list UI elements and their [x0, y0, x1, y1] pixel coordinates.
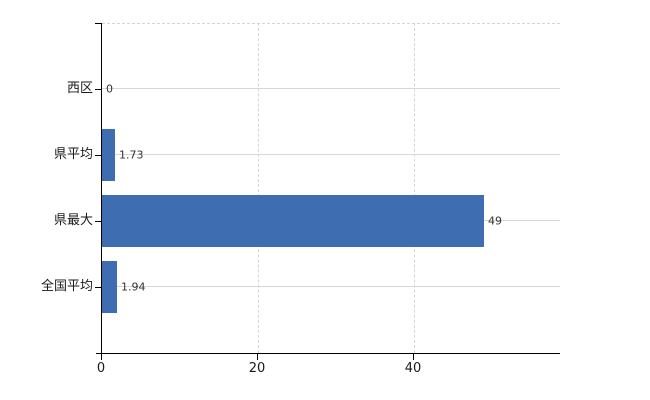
x-axis-label-40: 40	[404, 361, 422, 376]
vertical-gridline	[414, 23, 416, 353]
bar-県最大	[102, 195, 484, 247]
x-axis-line	[96, 353, 560, 354]
horizontal-gridline	[102, 154, 560, 155]
value-label-県最大: 49	[488, 214, 502, 228]
y-axis-tick	[95, 155, 101, 156]
x-axis-tick-20	[257, 354, 258, 360]
category-label-西区: 西区	[66, 81, 93, 96]
x-axis-tick-40	[413, 354, 414, 360]
vertical-gridline	[258, 23, 260, 353]
bar-全国平均	[102, 261, 117, 313]
category-label-県最大: 県最大	[53, 213, 93, 228]
y-axis-tick	[95, 287, 101, 288]
category-label-県平均: 県平均	[53, 147, 93, 162]
value-label-西区: 0	[106, 82, 113, 96]
value-label-全国平均: 1.94	[121, 280, 146, 294]
horizontal-gridline	[102, 286, 560, 287]
y-axis-top-tick	[95, 23, 101, 24]
category-label-全国平均: 全国平均	[40, 279, 93, 294]
y-axis-tick	[95, 221, 101, 222]
y-axis-line	[101, 23, 102, 354]
value-label-県平均: 1.73	[119, 148, 144, 162]
x-axis-label-0: 0	[96, 361, 106, 376]
x-axis-label-20: 20	[248, 361, 266, 376]
plot-top-border	[102, 23, 560, 24]
x-axis-tick-0	[101, 354, 102, 360]
horizontal-gridline	[102, 88, 560, 89]
plot-area: 0 1.73 49 1.94	[102, 23, 560, 353]
bar-県平均	[102, 129, 115, 181]
y-axis-tick	[95, 89, 101, 90]
